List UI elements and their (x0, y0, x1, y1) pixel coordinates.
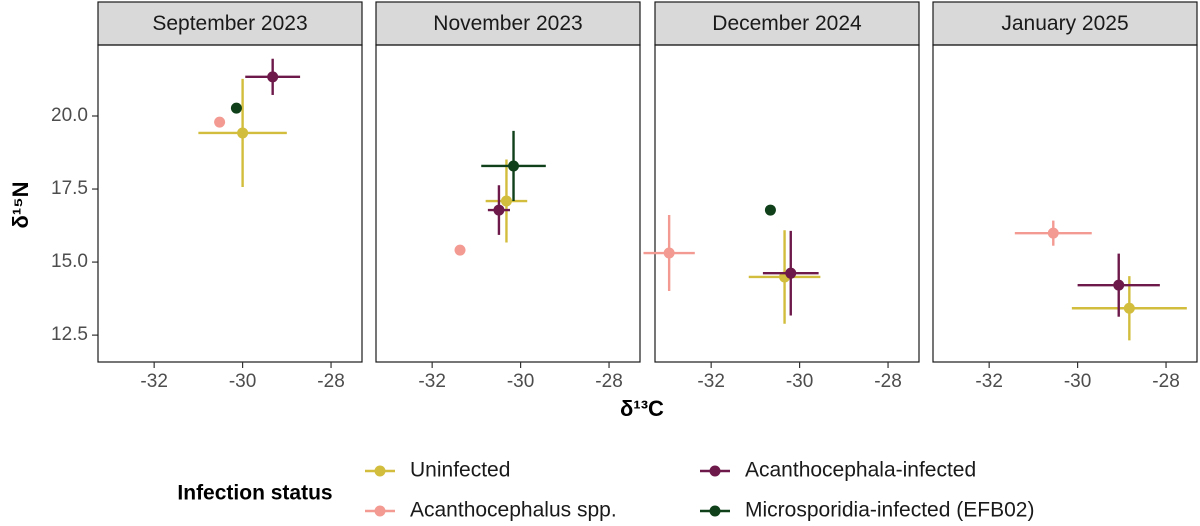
point (214, 116, 226, 128)
x-tick-label: -32 (697, 371, 724, 392)
y-axis-label: δ¹⁵N (8, 182, 33, 229)
legend-label: Microsporidia-infected (EFB02) (745, 499, 1034, 522)
point (230, 102, 242, 114)
facet-title: January 2025 (1001, 12, 1128, 35)
x-tick-label: -28 (874, 371, 901, 392)
facet-title: December 2024 (712, 12, 862, 35)
y-tick-label: 12.5 (51, 324, 88, 345)
legend-label: Uninfected (410, 459, 510, 482)
x-tick-label: -28 (317, 371, 344, 392)
x-tick-label: -28 (595, 371, 622, 392)
legend-label: Acanthocephalus spp. (410, 499, 617, 522)
panel (97, 44, 363, 363)
legend-key-point (709, 465, 721, 477)
x-tick-label: -30 (229, 371, 256, 392)
strip (375, 1, 641, 46)
legend-title: Infection status (177, 482, 332, 505)
y-tick-label: 20.0 (51, 105, 88, 126)
panel (932, 44, 1198, 363)
panel (654, 44, 920, 363)
point (764, 204, 776, 216)
facet-title: November 2023 (433, 12, 582, 35)
point (454, 244, 466, 256)
point (500, 195, 512, 207)
x-tick-label: -32 (975, 371, 1002, 392)
y-tick-label: 15.0 (51, 251, 88, 272)
point (508, 160, 520, 172)
point (663, 247, 675, 259)
x-tick-label: -30 (1064, 371, 1091, 392)
x-tick-label: -32 (140, 371, 167, 392)
x-tick-label: -28 (1152, 371, 1179, 392)
x-axis-label: δ¹³C (620, 396, 664, 421)
facet-title: September 2023 (152, 12, 307, 35)
x-tick-label: -32 (418, 371, 445, 392)
legend-label: Acanthocephala-infected (745, 459, 976, 482)
strip (654, 1, 920, 46)
legend-key-point (709, 505, 721, 517)
legend-key-point (374, 465, 386, 477)
x-tick-label: -30 (786, 371, 813, 392)
x-tick-label: -30 (507, 371, 534, 392)
point (493, 204, 505, 216)
legend-key-point (374, 505, 386, 517)
point (237, 127, 249, 139)
point (1123, 302, 1135, 314)
y-tick-label: 17.5 (51, 178, 88, 199)
point (1113, 279, 1125, 291)
panel (375, 44, 641, 363)
strip (932, 1, 1198, 46)
point (1047, 227, 1059, 239)
point (267, 71, 279, 83)
point (785, 267, 797, 279)
strip (97, 1, 363, 46)
